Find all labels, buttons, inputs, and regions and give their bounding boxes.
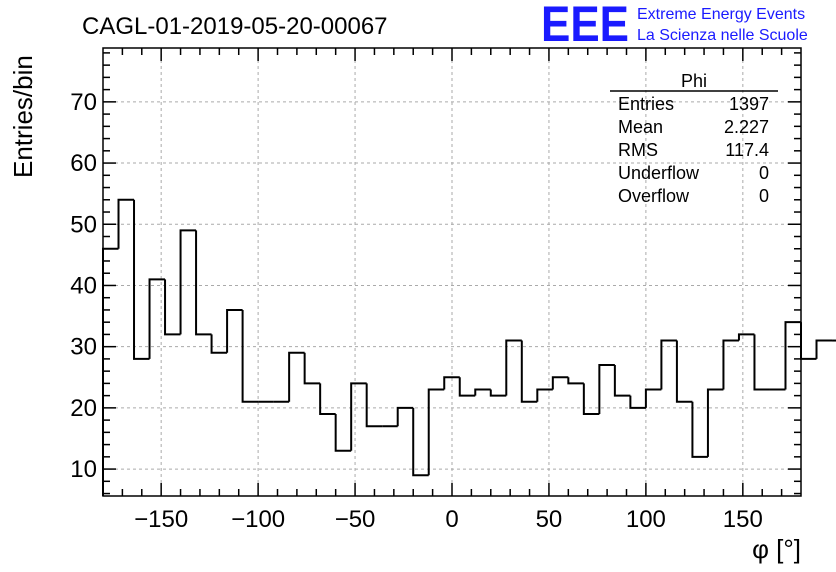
histogram-bin-17: [365, 383, 383, 428]
x-tick-label-4: 50: [536, 506, 563, 533]
stats-label-underflow: Underflow: [618, 163, 700, 183]
histogram-bin-3: [148, 278, 166, 359]
stats-title: Phi: [681, 71, 707, 91]
histogram-bin-24: [474, 388, 491, 396]
histogram-bin-19: [396, 406, 414, 427]
histogram-bin-4: [164, 279, 181, 336]
x-tick-label-0: −150: [134, 506, 188, 533]
histogram: [102, 198, 836, 496]
histogram-bin-37: [675, 340, 693, 403]
histogram-bin-40: [722, 339, 739, 390]
y-tick-label-1: 20: [70, 395, 97, 422]
histogram-bin-25: [489, 389, 507, 397]
stats-box: Phi Entries 1397 Mean 2.227 RMS 117.4 Un…: [610, 71, 778, 206]
histogram-bin-26: [505, 339, 522, 396]
logo-letters: EEE: [541, 0, 629, 52]
histogram-bin-34: [629, 395, 646, 409]
histogram-bin-7: [210, 334, 228, 354]
y-tick-label-5: 60: [70, 150, 97, 177]
stats-label-mean: Mean: [618, 117, 663, 137]
y-tick-label-4: 50: [70, 211, 97, 238]
histogram-bin-36: [660, 339, 677, 390]
histogram-bin-20: [412, 407, 429, 477]
stats-label-entries: Entries: [618, 94, 674, 114]
histogram-bin-5: [179, 229, 197, 335]
axis-ticks: [103, 48, 801, 496]
stats-value-rms: 117.4: [725, 140, 769, 160]
histogram-bin-29: [551, 376, 569, 390]
histogram-bin-42: [753, 334, 770, 391]
y-tick-label-2: 30: [70, 334, 97, 361]
stats-value-mean: 2.227: [724, 117, 769, 137]
histogram-bin-16: [350, 382, 367, 451]
histogram-bin-27: [520, 340, 538, 403]
histogram-bin-32: [598, 364, 615, 414]
histogram-bin-8: [226, 308, 243, 353]
stats-label-overflow: Overflow: [618, 186, 690, 206]
stats-value-overflow: 0: [759, 186, 769, 206]
histogram-bin-28: [536, 388, 553, 402]
histogram-bin-9: [241, 309, 259, 403]
histogram-bin-23: [458, 377, 476, 397]
histogram-bin-30: [567, 377, 584, 385]
y-axis-label: Entries/bin: [8, 55, 38, 178]
y-tick-label-6: 70: [70, 89, 97, 116]
x-tick-label-2: −50: [335, 506, 376, 533]
histogram-bin-21: [427, 388, 445, 476]
histogram-bin-44: [784, 321, 801, 390]
eee-logo: EEE Extreme Energy Events La Scienza nel…: [541, 0, 808, 52]
logo-line-2: La Scienza nelle Scuole: [637, 27, 808, 44]
logo-line-1: Extreme Energy Events: [637, 6, 805, 23]
x-tick-label-1: −100: [231, 506, 285, 533]
histogram-bin-39: [706, 388, 724, 457]
x-axis-label: φ [°]: [752, 534, 801, 564]
histogram-bin-45: [800, 322, 817, 360]
histogram-bin-38: [691, 401, 708, 458]
histogram-bin-33: [613, 365, 631, 397]
histogram-bin-6: [195, 230, 212, 336]
histogram-bin-31: [582, 383, 600, 415]
histogram-bin-2: [133, 199, 150, 360]
x-tick-label-3: 0: [445, 506, 458, 533]
histogram-bin-12: [288, 351, 305, 402]
histogram-bin-46: [815, 339, 833, 359]
y-tick-label-3: 40: [70, 272, 97, 299]
stats-value-entries: 1397: [729, 94, 769, 114]
grid: [103, 48, 801, 496]
x-tick-label-5: 100: [626, 506, 666, 533]
chart-title: CAGL-01-2019-05-20-00067: [82, 13, 388, 40]
x-tick-label-6: 150: [723, 506, 763, 533]
histogram-bin-22: [443, 376, 460, 390]
stats-value-underflow: 0: [759, 163, 769, 183]
stats-label-rms: RMS: [618, 140, 658, 160]
histogram-bin-13: [303, 352, 321, 385]
tick-labels: −150 −100 −50 0 50 100 150 10 20 30 40 50 60 70: [70, 89, 763, 533]
histogram-bin-41: [737, 333, 755, 341]
histogram-bin-35: [644, 388, 662, 408]
y-tick-label-0: 10: [70, 456, 97, 483]
histogram-bin-1: [117, 198, 135, 249]
histogram-bin-15: [334, 413, 352, 452]
histogram-bin-14: [319, 383, 336, 415]
